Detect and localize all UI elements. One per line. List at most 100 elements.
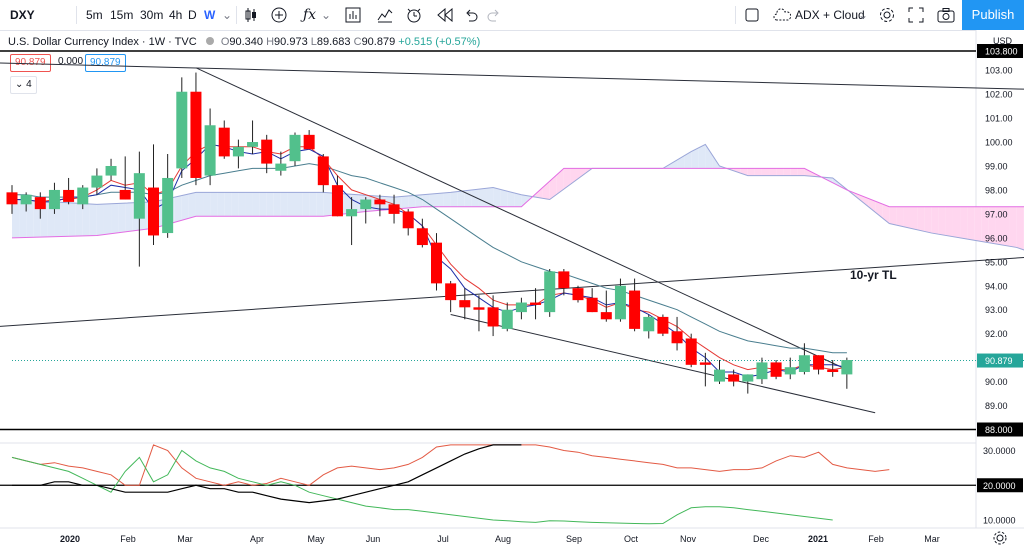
settings-gear-icon[interactable] bbox=[879, 7, 895, 23]
kumo-segment bbox=[337, 193, 345, 215]
kumo-segment bbox=[917, 206, 925, 232]
kumo-segment bbox=[365, 195, 373, 212]
last-price-label: 90.879 bbox=[985, 356, 1013, 366]
kumo-segment bbox=[471, 189, 479, 207]
compare-add-icon[interactable] bbox=[271, 7, 287, 23]
kumo-segment bbox=[252, 192, 260, 217]
interval-d[interactable]: D bbox=[188, 8, 197, 22]
kumo-segment bbox=[549, 174, 557, 200]
candle-body bbox=[544, 271, 556, 313]
kumo-segment bbox=[217, 192, 225, 217]
undo-icon[interactable] bbox=[464, 8, 478, 22]
fast-average-line bbox=[12, 143, 847, 371]
candle-body bbox=[105, 165, 117, 176]
candle-body bbox=[331, 185, 343, 217]
publish-button[interactable]: Publish bbox=[962, 0, 1024, 30]
candlesticks bbox=[6, 72, 853, 394]
kumo-segment bbox=[754, 168, 762, 176]
kumo-segment bbox=[245, 192, 253, 217]
template-dropdown-icon[interactable]: ⌄ bbox=[858, 8, 869, 22]
kumo-segment bbox=[259, 192, 267, 217]
indicators-dropdown-icon[interactable]: ⌄ bbox=[321, 8, 332, 22]
ichimoku-cloud bbox=[11, 143, 1024, 251]
candle-body bbox=[841, 360, 853, 375]
low-value: 89.683 bbox=[316, 36, 351, 48]
kumo-segment bbox=[1002, 206, 1010, 247]
indicators-icon[interactable]: ƒx bbox=[303, 7, 317, 23]
kumo-segment bbox=[875, 201, 883, 218]
close-label: C bbox=[353, 36, 362, 48]
kumo-segment bbox=[740, 168, 748, 176]
kumo-segment bbox=[981, 206, 989, 243]
price-tick-label: 90.00 bbox=[985, 377, 1008, 387]
hidden-indicators-toggle[interactable]: ⌄ 4 bbox=[10, 76, 37, 94]
templates-icon[interactable] bbox=[345, 7, 361, 23]
interval-30m[interactable]: 30m bbox=[140, 8, 164, 22]
interval-dropdown-icon[interactable]: ⌄ bbox=[222, 8, 233, 22]
price-tick-label: 92.00 bbox=[985, 329, 1008, 339]
kumo-segment bbox=[804, 168, 812, 177]
kumo-segment bbox=[967, 206, 975, 241]
kumo-segment bbox=[422, 194, 430, 207]
level-price-label: 103.800 bbox=[985, 47, 1018, 57]
time-tick-label: 2021 bbox=[808, 534, 828, 544]
alert-icon[interactable] bbox=[405, 6, 423, 24]
trend-lines bbox=[0, 50, 1024, 431]
kumo-segment bbox=[839, 183, 847, 190]
fullscreen-icon[interactable] bbox=[908, 7, 924, 23]
replay-icon[interactable] bbox=[437, 8, 453, 22]
kumo-segment bbox=[203, 192, 211, 217]
kumo-segment bbox=[1009, 206, 1017, 248]
redo-icon[interactable] bbox=[487, 8, 501, 22]
kumo-segment bbox=[507, 191, 515, 207]
kumo-segment bbox=[853, 192, 861, 201]
time-axis-ticks: 2020 Feb Mar Apr May Jun Jul Aug Sep Oct Nov Dec 202… bbox=[60, 534, 940, 544]
kumo-segment bbox=[415, 194, 423, 208]
kumo-segment bbox=[68, 202, 76, 237]
kumo-segment bbox=[783, 168, 791, 176]
kumo-segment bbox=[563, 168, 571, 190]
toolbar-divider bbox=[735, 6, 736, 24]
kumo-segment bbox=[167, 197, 175, 225]
kumo-segment bbox=[500, 189, 508, 207]
time-tick-label: Aug bbox=[495, 534, 511, 544]
camera-snapshot-icon[interactable] bbox=[937, 7, 955, 23]
kumo-segment bbox=[280, 192, 288, 217]
candle-body bbox=[501, 309, 513, 329]
kumo-segment bbox=[797, 168, 805, 176]
kumo-segment bbox=[1016, 206, 1024, 250]
layout-square-icon[interactable] bbox=[745, 8, 759, 22]
open-value: 90.340 bbox=[229, 36, 264, 48]
time-tick-label: Nov bbox=[680, 534, 697, 544]
interval-4h[interactable]: 4h bbox=[169, 8, 183, 22]
kumo-segment bbox=[832, 177, 840, 187]
time-tick-label: 2020 bbox=[60, 534, 80, 544]
time-axis-settings-icon[interactable] bbox=[993, 531, 1007, 545]
indicator-template-label[interactable]: ADX + Cloud bbox=[795, 8, 865, 22]
interval-w[interactable]: W bbox=[204, 8, 216, 22]
ten-year-trendline-annotation: 10-yr TL bbox=[850, 268, 897, 282]
price-tick-label: 95.00 bbox=[985, 257, 1008, 267]
price-axis-ticks: 103.800 103.00 102.00 101.00 100.00 99.00 98.0… bbox=[977, 44, 1023, 437]
kumo-segment bbox=[478, 188, 487, 207]
adx-tick-label: 30.0000 bbox=[983, 446, 1016, 456]
series-title[interactable]: U.S. Dollar Currency Index · 1W · TVC bbox=[8, 36, 197, 48]
candle-body bbox=[784, 367, 796, 375]
kumo-segment bbox=[585, 168, 593, 174]
interval-5m[interactable]: 5m bbox=[86, 8, 103, 22]
kumo-segment bbox=[146, 201, 154, 230]
time-tick-label: Mar bbox=[177, 534, 193, 544]
kumo-segment bbox=[669, 159, 678, 169]
kumo-segment bbox=[309, 192, 317, 217]
price-tick-label: 102.00 bbox=[985, 90, 1013, 100]
adx-tick-label: 10.0000 bbox=[983, 516, 1016, 526]
price-tick-label: 98.00 bbox=[985, 185, 1008, 195]
financials-icon[interactable] bbox=[377, 7, 393, 23]
top-toolbar: DXY 5m 15m 30m 4h D W ⌄ ƒx ⌄ ADX + Cloud… bbox=[0, 0, 1024, 31]
moving-averages bbox=[12, 143, 847, 378]
kumo-segment bbox=[238, 192, 246, 217]
candles-style-icon[interactable] bbox=[243, 7, 259, 23]
symbol-search[interactable]: DXY bbox=[10, 8, 35, 22]
kumo-segment bbox=[521, 194, 529, 207]
interval-15m[interactable]: 15m bbox=[110, 8, 134, 22]
